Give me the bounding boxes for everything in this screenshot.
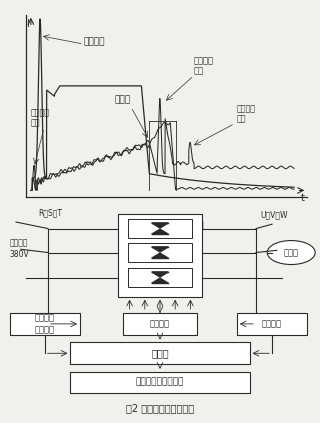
Bar (118, 214, 202, 297)
Polygon shape (152, 278, 168, 283)
Text: 电动机: 电动机 (284, 248, 299, 257)
Text: 一次冲击
电流: 一次冲击 电流 (31, 108, 50, 128)
Polygon shape (152, 229, 168, 234)
Polygon shape (152, 247, 168, 252)
Bar (123, 313, 197, 335)
Text: 单片机: 单片机 (151, 348, 169, 358)
Bar (128, 243, 192, 262)
Text: 星一三角
起动: 星一三角 起动 (194, 56, 214, 75)
Text: 软起动: 软起动 (115, 96, 131, 104)
Text: I: I (27, 19, 30, 29)
Polygon shape (152, 223, 168, 228)
Text: 电流检测: 电流检测 (262, 319, 282, 328)
Bar (70, 372, 250, 393)
Text: 图1不同启动方式对电网的影响: 图1不同启动方式对电网的影响 (129, 220, 204, 229)
Text: 图2 晶闸管调压控制电路: 图2 晶闸管调压控制电路 (126, 404, 194, 413)
Text: 交流电源
380V: 交流电源 380V (10, 239, 29, 259)
Ellipse shape (267, 241, 315, 264)
Bar (10, 313, 80, 335)
Bar (128, 268, 192, 287)
Bar (128, 219, 192, 238)
Text: 二次冲击
电流: 二次冲击 电流 (236, 104, 255, 124)
Text: U、V、W: U、V、W (261, 211, 288, 220)
Polygon shape (152, 253, 168, 258)
Text: t: t (300, 192, 305, 203)
Polygon shape (152, 272, 168, 277)
Text: 全压起动: 全压起动 (84, 37, 105, 46)
Text: 键盘、液晶显示单元: 键盘、液晶显示单元 (136, 378, 184, 387)
Bar (237, 313, 307, 335)
Text: R、S、T: R、S、T (38, 209, 62, 217)
Text: 脉冲触发: 脉冲触发 (150, 319, 170, 328)
Text: 电压检测
过零检测: 电压检测 过零检测 (35, 314, 55, 334)
Bar (70, 342, 250, 364)
